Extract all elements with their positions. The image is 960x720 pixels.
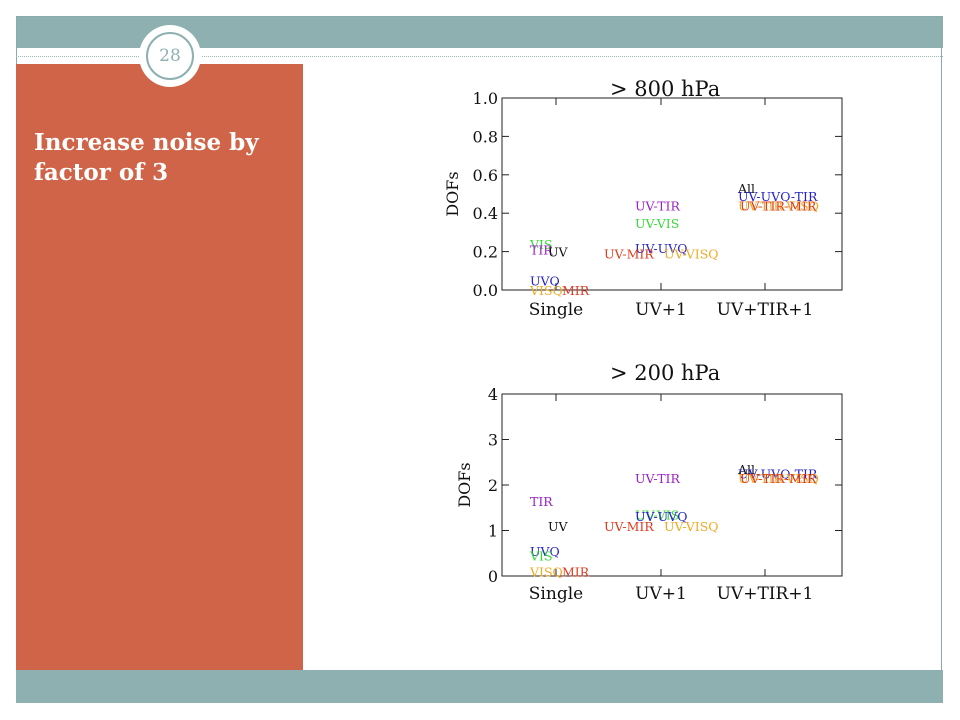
slide-title: Increase noise by factor of 3 — [34, 129, 259, 186]
header-divider — [16, 56, 943, 57]
slide-number-badge: 28 — [139, 25, 201, 87]
slide-number: 28 — [146, 32, 194, 80]
footer-band — [16, 670, 943, 703]
sidebar-panel — [16, 64, 303, 670]
